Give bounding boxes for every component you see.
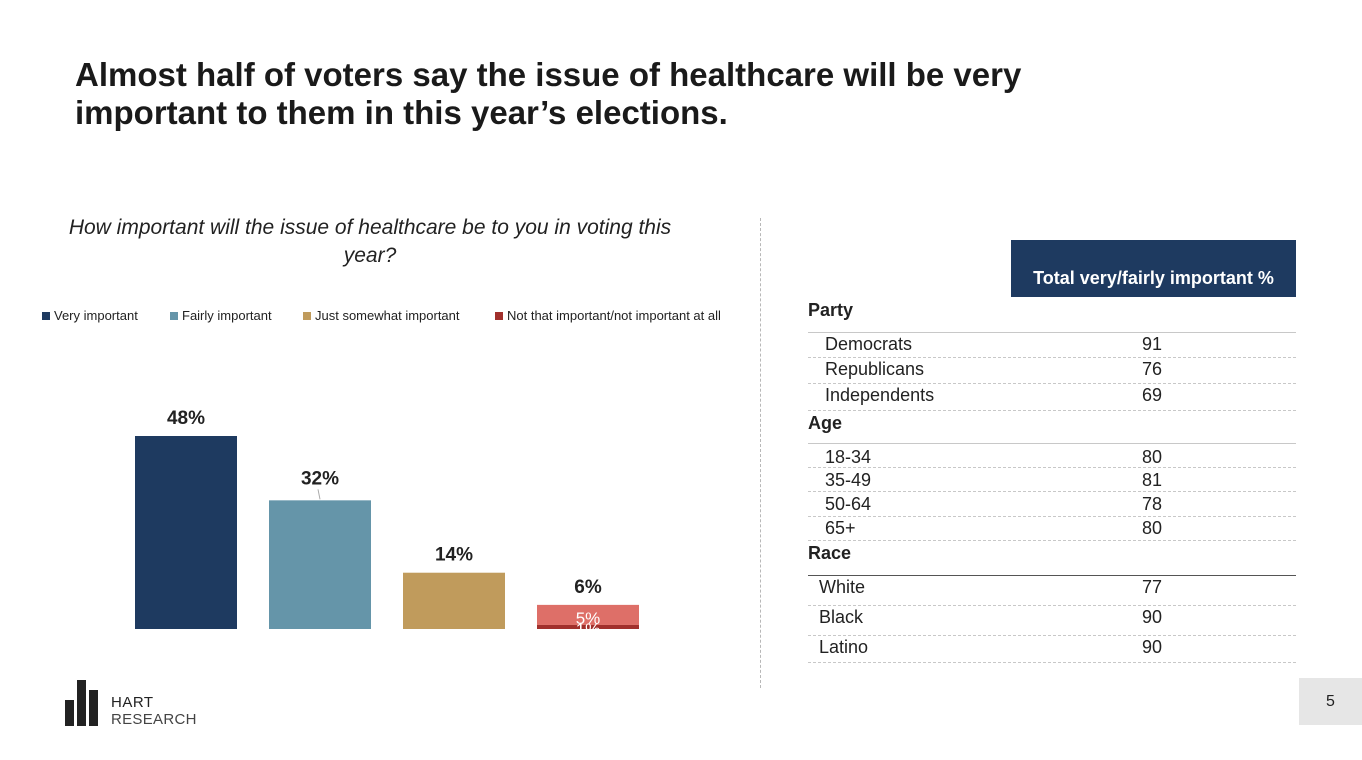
table-row: 18-34 80 — [808, 447, 1296, 469]
row-value: 81 — [1141, 470, 1163, 490]
row-separator — [808, 383, 1296, 384]
row-label: 35-49 — [825, 470, 872, 490]
legend-item-somewhat: Just somewhat important — [303, 308, 460, 323]
table-row: 50-64 78 — [808, 494, 1296, 516]
row-separator — [808, 605, 1296, 606]
group-title-age: Age — [808, 413, 843, 433]
section-divider — [760, 218, 761, 688]
row-label: 50-64 — [825, 494, 872, 514]
table-row: 65+ 80 — [808, 518, 1296, 540]
group-rule — [808, 443, 1296, 444]
segment-label-not-at-all: 1% — [576, 620, 601, 639]
row-label: 65+ — [825, 518, 856, 538]
legend-swatch-very — [42, 312, 50, 320]
bar-segment-not-that — [537, 604, 639, 625]
row-value: 80 — [1141, 447, 1163, 467]
bar-chart: 48% 32% 14% 5%1% 6% — [135, 408, 639, 639]
row-separator — [808, 467, 1296, 468]
page-number: 5 — [1299, 678, 1362, 725]
hart-research-logo-icon — [65, 680, 98, 726]
row-label: Latino — [819, 637, 869, 657]
row-value: 78 — [1141, 494, 1163, 514]
legend-item-very: Very important — [42, 308, 138, 323]
legend-swatch-fairly — [170, 312, 178, 320]
legend-label-not: Not that important/not important at all — [507, 308, 721, 323]
bar-segment-not-at-all — [537, 624, 639, 629]
data-label-somewhat: 14% — [435, 545, 473, 566]
table-row: Democrats 91 — [808, 334, 1296, 356]
bar-fairly — [269, 500, 371, 629]
segment-label-not-that: 5% — [576, 609, 601, 628]
row-label: Democrats — [825, 334, 913, 354]
row-separator — [808, 662, 1296, 663]
chart-legend: Very important Fairly important Just som… — [42, 308, 757, 326]
row-value: 90 — [1141, 637, 1163, 657]
row-separator — [808, 410, 1296, 411]
row-label: White — [819, 577, 866, 597]
row-separator — [808, 540, 1296, 541]
table-row: Republicans 76 — [808, 359, 1296, 381]
row-label: Black — [819, 607, 864, 627]
leader-line — [317, 489, 321, 500]
chart-question: How important will the issue of healthca… — [68, 216, 672, 267]
table-row: Independents 69 — [808, 385, 1296, 407]
legend-label-fairly: Fairly important — [182, 308, 272, 323]
legend-item-fairly: Fairly important — [170, 308, 272, 323]
legend-label-somewhat: Just somewhat important — [315, 308, 460, 323]
legend-item-not: Not that important/not important at all — [495, 308, 721, 323]
row-label: Republicans — [825, 359, 925, 379]
group-title-race: Race — [808, 543, 852, 563]
group-title-party: Party — [808, 300, 854, 320]
table-row: Black 90 — [808, 607, 1296, 629]
bar-very — [135, 436, 237, 629]
row-value: 76 — [1141, 359, 1163, 379]
legend-label-very: Very important — [54, 308, 138, 323]
row-value: 91 — [1141, 334, 1163, 354]
table-row: 35-49 81 — [808, 470, 1296, 492]
bar-somewhat — [403, 572, 505, 629]
group-rule — [808, 575, 1296, 576]
row-separator — [808, 357, 1296, 358]
data-label-very: 48% — [167, 408, 205, 429]
row-value: 80 — [1141, 518, 1163, 538]
row-value: 69 — [1141, 385, 1163, 405]
group-rule — [808, 332, 1296, 333]
legend-swatch-somewhat — [303, 312, 311, 320]
logo-text-research: RESEARCH — [111, 711, 197, 728]
table-header: Total very/fairly important % — [1011, 240, 1296, 297]
logo-text-hart: HART — [111, 694, 154, 711]
slide-title: Almost half of voters say the issue of h… — [75, 56, 1022, 131]
legend-swatch-not — [495, 312, 503, 320]
table-row: Latino 90 — [808, 637, 1296, 659]
row-separator — [808, 491, 1296, 492]
row-value: 77 — [1141, 577, 1163, 597]
row-separator — [808, 516, 1296, 517]
table-row: White 77 — [808, 577, 1296, 599]
data-label-fairly: 32% — [301, 468, 339, 489]
row-value: 90 — [1141, 607, 1163, 627]
row-label: Independents — [825, 385, 935, 405]
row-label: 18-34 — [825, 447, 872, 467]
data-label-not: 6% — [574, 577, 602, 598]
row-separator — [808, 635, 1296, 636]
